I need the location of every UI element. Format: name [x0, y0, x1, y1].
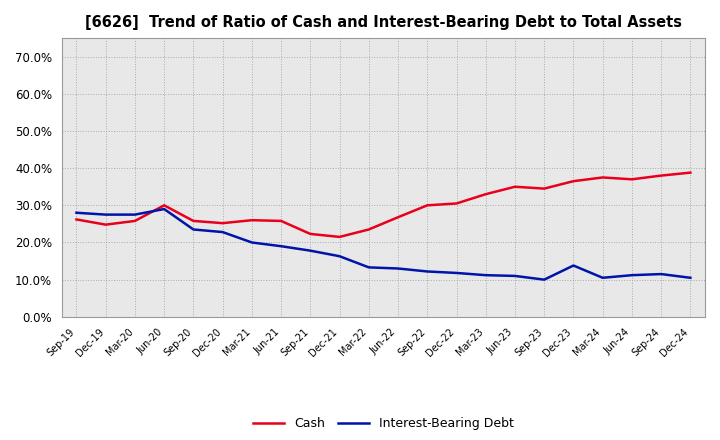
Interest-Bearing Debt — [276, 244, 285, 249]
Cash — [569, 179, 577, 184]
Legend: Cash, Interest-Bearing Debt: Cash, Interest-Bearing Debt — [248, 412, 519, 435]
Cash — [336, 234, 344, 239]
Interest-Bearing Debt — [482, 272, 490, 278]
Cash — [423, 203, 431, 208]
Interest-Bearing Debt — [189, 227, 198, 232]
Cash — [598, 175, 607, 180]
Cash — [364, 227, 373, 232]
Interest-Bearing Debt — [218, 229, 227, 235]
Cash — [102, 222, 110, 227]
Interest-Bearing Debt — [657, 271, 665, 277]
Interest-Bearing Debt — [452, 270, 461, 275]
Cash — [510, 184, 519, 189]
Title: [6626]  Trend of Ratio of Cash and Interest-Bearing Debt to Total Assets: [6626] Trend of Ratio of Cash and Intere… — [85, 15, 682, 30]
Interest-Bearing Debt — [130, 212, 139, 217]
Interest-Bearing Debt — [394, 266, 402, 271]
Interest-Bearing Debt — [628, 272, 636, 278]
Cash — [628, 177, 636, 182]
Interest-Bearing Debt — [423, 269, 431, 274]
Cash — [686, 170, 695, 175]
Cash — [657, 173, 665, 178]
Interest-Bearing Debt — [248, 240, 256, 245]
Interest-Bearing Debt — [540, 277, 549, 282]
Cash — [160, 203, 168, 208]
Interest-Bearing Debt — [102, 212, 110, 217]
Cash — [394, 215, 402, 220]
Cash — [276, 218, 285, 224]
Line: Cash: Cash — [76, 172, 690, 237]
Cash — [540, 186, 549, 191]
Cash — [452, 201, 461, 206]
Interest-Bearing Debt — [160, 206, 168, 212]
Cash — [189, 218, 198, 224]
Interest-Bearing Debt — [364, 265, 373, 270]
Cash — [130, 218, 139, 224]
Interest-Bearing Debt — [306, 248, 315, 253]
Interest-Bearing Debt — [686, 275, 695, 280]
Interest-Bearing Debt — [72, 210, 81, 216]
Interest-Bearing Debt — [510, 273, 519, 279]
Interest-Bearing Debt — [598, 275, 607, 280]
Cash — [218, 220, 227, 226]
Line: Interest-Bearing Debt: Interest-Bearing Debt — [76, 209, 690, 280]
Interest-Bearing Debt — [336, 253, 344, 259]
Cash — [248, 217, 256, 223]
Cash — [482, 191, 490, 197]
Cash — [306, 231, 315, 237]
Cash — [72, 217, 81, 222]
Interest-Bearing Debt — [569, 263, 577, 268]
